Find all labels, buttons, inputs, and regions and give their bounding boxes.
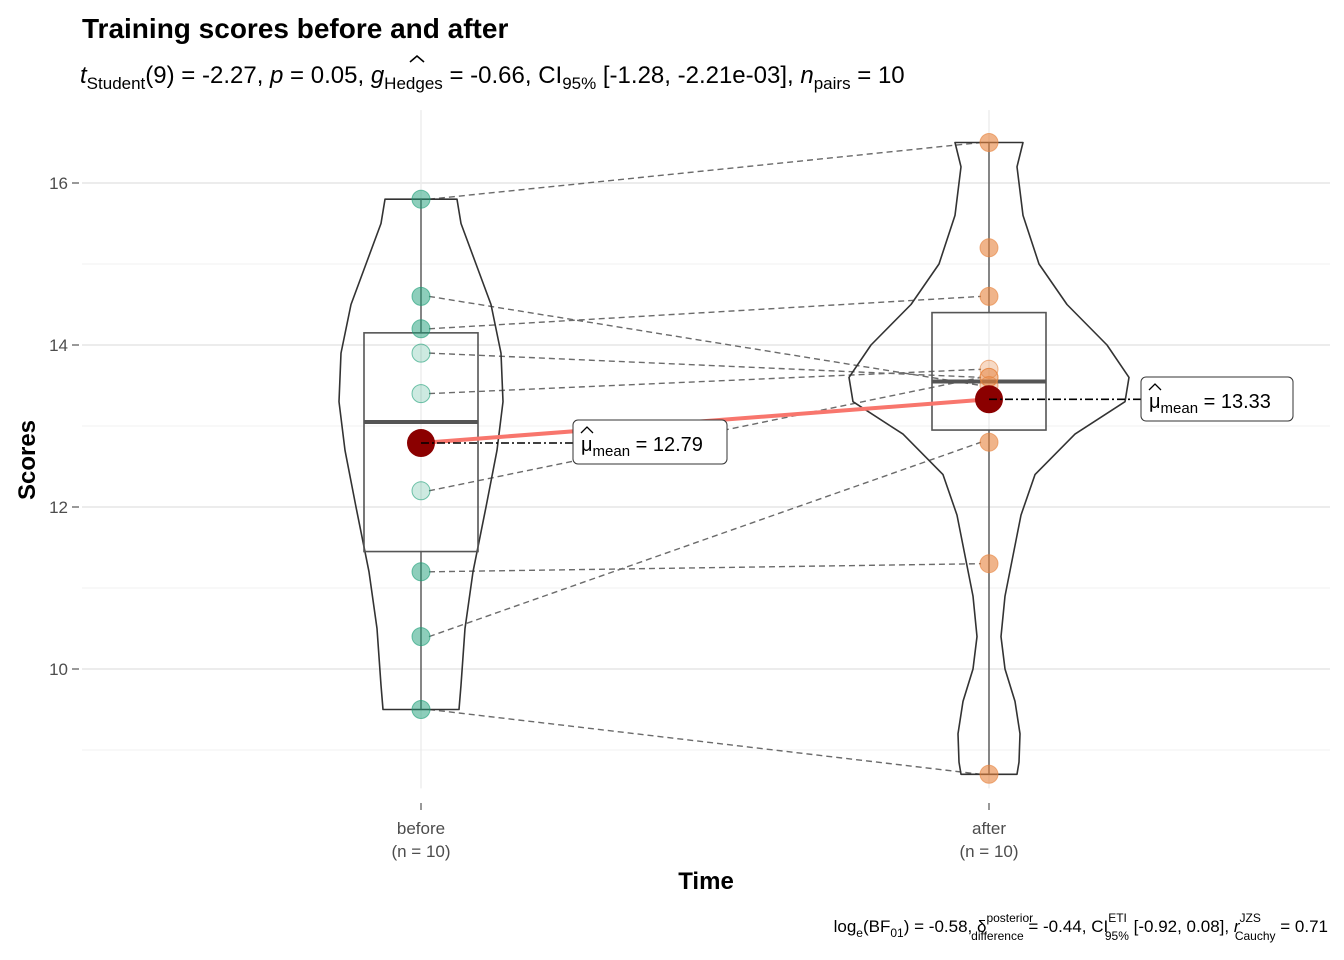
caption-ci-value: [-0.92, 0.08] — [1134, 917, 1225, 936]
paired-line — [428, 141, 982, 200]
paired-line — [428, 708, 982, 775]
paired-line — [428, 563, 982, 573]
violin-before — [338, 198, 504, 711]
violin-after — [848, 141, 1130, 776]
mean-label-box — [1140, 376, 1294, 422]
data-point — [411, 189, 431, 209]
data-point — [411, 627, 431, 647]
x-tick-count: (n = 10) — [959, 842, 1018, 861]
n-value: 10 — [878, 62, 905, 89]
data-point — [979, 133, 999, 152]
t-label: t — [80, 62, 88, 89]
y-axis-title: Scores — [14, 420, 41, 500]
paired-line — [428, 295, 982, 387]
bf-value: -0.58 — [929, 917, 968, 936]
violins — [338, 141, 1130, 776]
y-tick-label: 14 — [49, 336, 68, 355]
mean-label-text: μmean = 13.33 — [1149, 391, 1271, 417]
p-value: 0.05 — [311, 62, 358, 89]
hat-accent — [1148, 383, 1162, 391]
data-point — [411, 562, 431, 582]
y-tick-label: 16 — [49, 174, 68, 193]
r-value: 0.71 — [1295, 917, 1328, 936]
mean-label-box — [572, 419, 728, 465]
box-after — [931, 311, 1047, 431]
paired-line — [428, 368, 982, 395]
mean-label-text: μmean = 12.79 — [581, 434, 703, 460]
data-point — [411, 286, 431, 306]
data-point — [979, 367, 999, 387]
chart-caption: loge(BF01) = -0.58, δposterior difference… — [834, 911, 1328, 943]
data-point — [979, 238, 999, 258]
y-tick-label: 10 — [49, 660, 68, 679]
paired-line — [428, 352, 982, 379]
data-point — [411, 700, 431, 719]
x-tick-label: after — [972, 819, 1006, 838]
ci-value: [-1.28, -2.21e-03] — [603, 62, 787, 89]
data-point — [979, 432, 999, 452]
t-value: -2.27 — [202, 62, 257, 89]
x-axis-title: Time — [678, 868, 734, 895]
chart-subtitle: tStudent(9) = -2.27, p = 0.05, gHedges =… — [80, 62, 905, 93]
data-point — [411, 343, 431, 363]
data-points — [411, 133, 999, 784]
paired-line — [428, 441, 982, 638]
hat-accent — [409, 54, 425, 63]
g-value: -0.66 — [470, 62, 525, 89]
chart-title: Training scores before and after — [82, 13, 508, 44]
data-point — [979, 764, 999, 784]
y-tick-label: 12 — [49, 498, 68, 517]
data-point — [979, 554, 999, 574]
axes: 10 12 14 16 before (n = 10) after (n = 10) — [49, 174, 1018, 861]
data-point — [979, 286, 999, 306]
hat-accent — [580, 426, 594, 434]
paired-line — [428, 295, 982, 330]
boxplots — [363, 142, 1047, 775]
x-tick-count: (n = 10) — [391, 842, 450, 861]
delta-value: -0.44 — [1043, 917, 1082, 936]
x-tick-label: before — [397, 819, 445, 838]
data-point — [411, 319, 431, 339]
data-point — [411, 481, 431, 501]
data-point — [411, 384, 431, 404]
data-point — [979, 359, 999, 379]
mean-labels: μmean = 12.79 μmean = 13.33 — [421, 376, 1294, 465]
